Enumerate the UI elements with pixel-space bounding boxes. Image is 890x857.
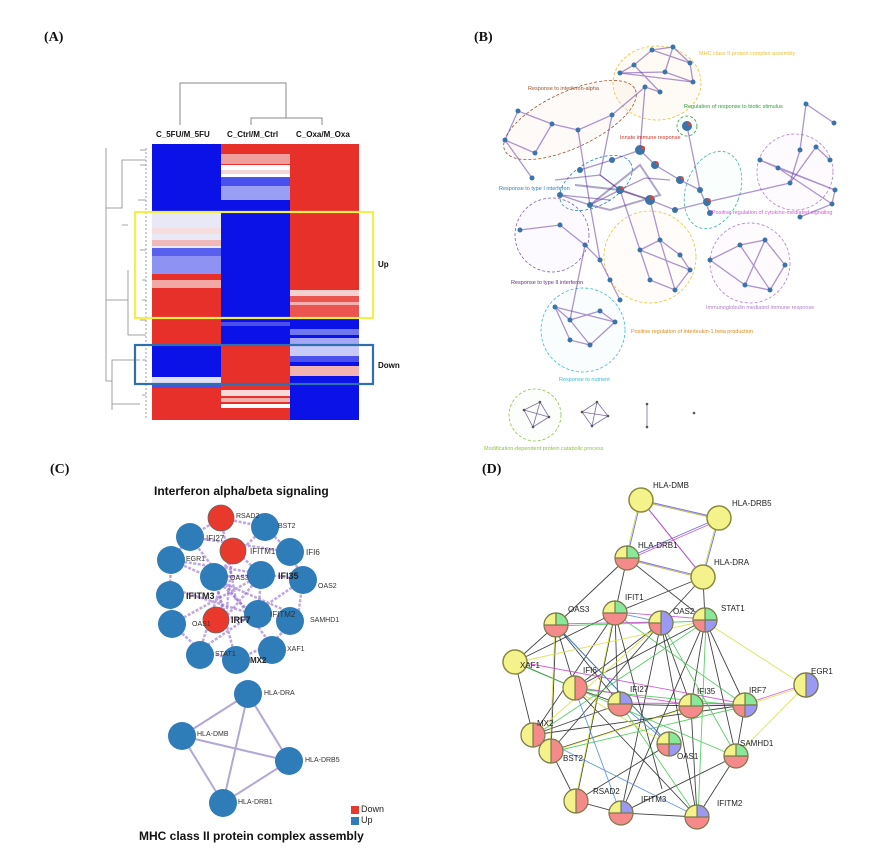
cluster-label-il1b: Positive regulation of interleukin-1 bet… xyxy=(631,329,753,335)
d-label-rsad2: RSAD2 xyxy=(593,787,620,796)
down-label: Down xyxy=(378,361,400,370)
panel-label-a: (A) xyxy=(44,30,64,45)
label-ifi6: IFI6 xyxy=(306,548,320,557)
d-label-stat1: STAT1 xyxy=(721,604,745,613)
column-label-5fu: C_5FU/M_5FU xyxy=(156,130,210,139)
cluster-label-cytokine: Positive regulation of cytokine-mediated… xyxy=(712,210,833,216)
d-label-hla-dmb: HLA-DMB xyxy=(653,481,690,490)
node-rsad2 xyxy=(207,504,235,532)
label-hla-drb1: HLA-DRB1 xyxy=(238,799,273,806)
column-label-oxa: C_Oxa/M_Oxa xyxy=(296,130,350,139)
panel-label-b: (B) xyxy=(474,30,493,45)
d-label-mx2: MX2 xyxy=(537,719,554,728)
up-box xyxy=(133,210,375,320)
panel-label-d: (D) xyxy=(482,462,502,477)
label-rsad2: RSAD2 xyxy=(236,513,260,520)
label-oas2: OAS2 xyxy=(318,583,337,590)
cluster-label-innate: Innate immune response xyxy=(620,135,681,141)
d-label-ifitm3: IFITM3 xyxy=(641,795,667,804)
node-ifitm1 xyxy=(219,537,247,565)
cluster-label-mhc: MHC class II protein complex assembly xyxy=(699,51,796,57)
d-label-oas2: OAS2 xyxy=(673,607,695,616)
label-samhd1: SAMHD1 xyxy=(310,617,340,624)
cluster-label-ifn-alpha: Response to interferon-alpha xyxy=(528,86,599,92)
up-label: Up xyxy=(378,260,389,269)
d-label-ifi6: IFI6 xyxy=(583,666,597,675)
d-label-egr1: EGR1 xyxy=(811,667,833,676)
d-label-oas3: OAS3 xyxy=(568,605,590,614)
cluster-label-catabolic: Modification-dependent protein catabolic… xyxy=(484,446,604,452)
d-label-samhd1: SAMHD1 xyxy=(740,739,774,748)
d-label-ifi35: IFI35 xyxy=(697,687,716,696)
label-oas3: OAS3 xyxy=(230,575,249,582)
d-label-xaf1: XAF1 xyxy=(520,661,541,670)
cluster-label-type-ii: Response to type II interferon xyxy=(511,280,584,286)
label-mx2: MX2 xyxy=(250,656,267,665)
d-label-oas1: OAS1 xyxy=(677,752,699,761)
label-stat1: STAT1 xyxy=(215,651,236,658)
legend-up: Up xyxy=(351,815,373,825)
label-oas1: OAS1 xyxy=(192,621,211,628)
enrichment-network-graphic xyxy=(502,44,838,442)
node-irf7 xyxy=(202,606,230,634)
cluster-label-biotic: Regulation of response to biotic stimulu… xyxy=(684,104,783,110)
ppi-c-title-top: Interferon alpha/beta signaling xyxy=(154,484,329,498)
d-label-hla-drb5: HLA-DRB5 xyxy=(732,499,772,508)
legend-label-down: Down xyxy=(361,804,385,814)
label-ifitm1: IFITM1 xyxy=(250,547,276,556)
label-irf7: IRF7 xyxy=(231,615,251,625)
row-dendrogram xyxy=(105,148,147,418)
cluster-label-nutrient: Response to nutrient xyxy=(559,377,610,383)
heatmap-graphic xyxy=(105,82,375,420)
legend-down: Down xyxy=(351,804,384,814)
d-label-ifit1: IFIT1 xyxy=(625,593,644,602)
legend-label-up: Up xyxy=(361,815,373,825)
cluster-label-type-i: Response to type I interferon xyxy=(499,186,570,192)
d-label-hla-dra: HLA-DRA xyxy=(714,558,750,567)
column-dendrogram xyxy=(179,82,323,125)
label-hla-drb5: HLA-DRB5 xyxy=(305,757,340,764)
d-label-irf7: IRF7 xyxy=(749,686,767,695)
label-ifitm2: IFITM2 xyxy=(270,610,296,619)
label-bst2: BST2 xyxy=(278,523,296,530)
label-ifi35: IFI35 xyxy=(278,571,299,581)
heatmap-column-2 xyxy=(221,144,290,420)
d-label-bst2: BST2 xyxy=(563,754,584,763)
ppi-c-graphic xyxy=(156,504,317,817)
legend-swatch-up xyxy=(351,816,359,825)
legend-swatch-down xyxy=(351,805,359,814)
down-box xyxy=(133,343,375,386)
panel-label-c: (C) xyxy=(50,462,70,477)
d-label-ifi27: IFI27 xyxy=(630,685,649,694)
label-xaf1: XAF1 xyxy=(287,646,305,653)
d-label-hla-drb1: HLA-DRB1 xyxy=(638,541,678,550)
label-hla-dra: HLA-DRA xyxy=(264,690,295,697)
label-ifitm3: IFITM3 xyxy=(186,591,215,601)
cluster-label-immunoglobulin: Immunoglobulin mediated immune response xyxy=(706,305,815,311)
label-ifi27: IFI27 xyxy=(206,534,225,543)
ppi-c-title-bottom: MHC class II protein complex assembly xyxy=(139,829,364,843)
label-egr1: EGR1 xyxy=(186,556,206,563)
label-hla-dmb: HLA-DMB xyxy=(197,731,229,738)
d-label-ifitm2: IFITM2 xyxy=(717,799,743,808)
column-label-ctrl: C_Ctrl/M_Ctrl xyxy=(227,130,279,139)
